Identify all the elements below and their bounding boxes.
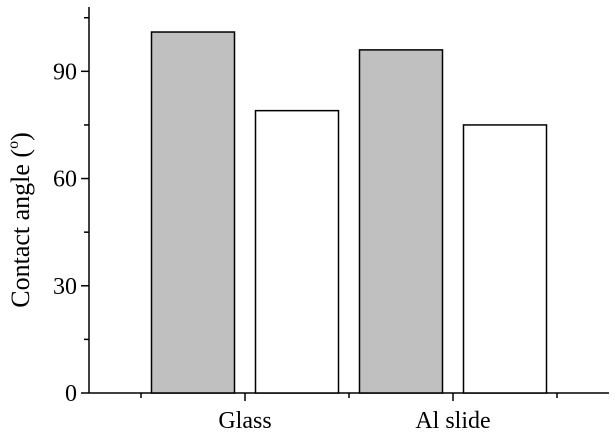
bar-al-slide-series-1 xyxy=(358,49,444,394)
y-tick-label: 0 xyxy=(65,381,77,407)
x-category-label: Al slide xyxy=(415,408,490,434)
bar-glass-series-1 xyxy=(150,31,236,394)
y-axis-ticks: 0 30 60 90 xyxy=(53,16,89,407)
y-tick-label: 30 xyxy=(53,274,77,300)
x-category-label: Glass xyxy=(218,408,271,434)
bars-group xyxy=(150,31,548,394)
y-axis-title: Contact angle (o) xyxy=(5,132,35,308)
x-axis-ticks: Glass Al slide xyxy=(140,393,558,434)
y-tick-label: 60 xyxy=(53,167,77,193)
y-axis-title-degree: o xyxy=(5,141,22,149)
y-axis-title-text: Contact angle ( xyxy=(6,149,35,308)
y-tick-label: 90 xyxy=(53,59,77,85)
bar-al-slide-series-2 xyxy=(462,124,548,394)
y-axis-title-suffix: ) xyxy=(6,132,35,141)
bar-glass-series-2 xyxy=(254,109,340,394)
